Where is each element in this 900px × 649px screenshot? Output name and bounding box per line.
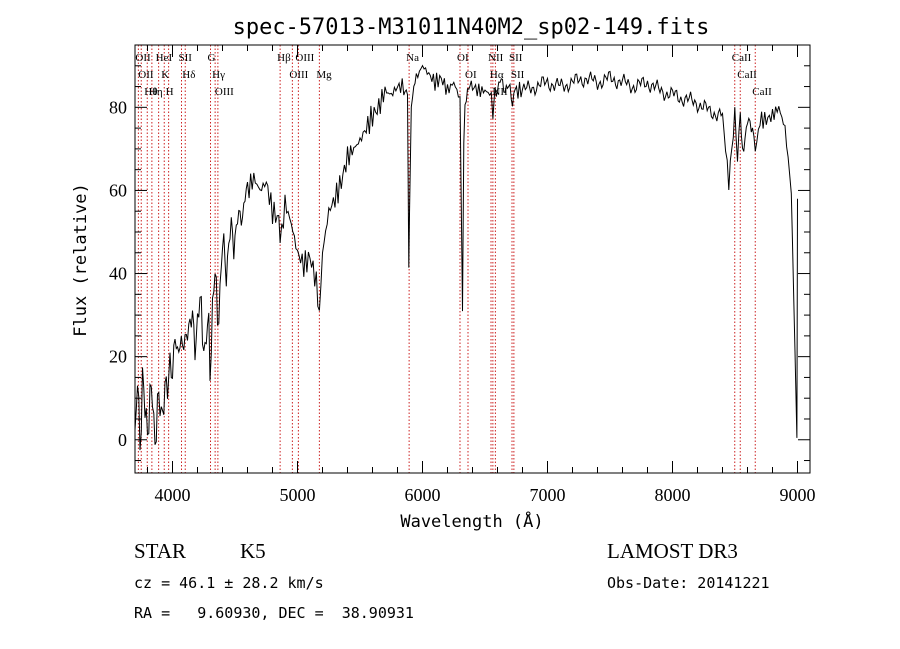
x-tick-label: 4000 <box>155 485 191 505</box>
spectral-line-label: Hθ <box>144 86 157 98</box>
survey-name: LAMOST DR3 <box>607 539 738 563</box>
spectral-line-label: CaII <box>732 52 752 64</box>
spectral-line-label: OI <box>457 52 469 64</box>
spectral-line-label: OIII <box>295 52 314 64</box>
spectral-line-label: H <box>166 86 174 98</box>
y-axis-label: Flux (relative) <box>71 183 91 337</box>
x-axis-label: Wavelength (Å) <box>400 510 543 532</box>
spectral-line-label: OII <box>135 52 151 64</box>
axis-ticks: 4000 5000 6000 7000 8000 9000 0 20 40 60 80 <box>109 45 816 505</box>
x-tick-label: 6000 <box>405 485 441 505</box>
spectral-line-markers <box>137 45 756 473</box>
spectral-line-label: SII <box>179 52 193 64</box>
y-tick-label: 40 <box>109 264 127 284</box>
chart-title: spec-57013-M31011N40M2_sp02-149.fits <box>233 15 710 40</box>
spectral-line-label: OI <box>465 69 477 81</box>
spectral-line-label: SII <box>511 69 525 81</box>
spectral-line-label: SII <box>509 52 523 64</box>
spectral-line-label: G <box>208 52 216 64</box>
object-subclass: K5 <box>240 539 266 563</box>
spectrum-line <box>134 64 798 451</box>
object-class: STAR <box>134 539 186 563</box>
spectral-line-label: NII <box>492 86 508 98</box>
y-tick-label: 80 <box>109 97 127 117</box>
spectral-line-label: NII <box>488 52 504 64</box>
spectral-line-label: K <box>161 69 169 81</box>
x-tick-label: 9000 <box>780 485 816 505</box>
spectral-line-label: Mg <box>316 69 332 81</box>
observation-date: Obs-Date: 20141221 <box>607 574 770 592</box>
spectral-line-label: Hα <box>490 69 504 81</box>
spectral-line-label: Hβ <box>277 52 291 64</box>
spectral-line-labels: OIIOIIHθHηHeIKHSIIHδGHγOIIIHβOIIIOIIIMgN… <box>135 52 772 98</box>
x-tick-label: 7000 <box>530 485 566 505</box>
redshift-velocity: cz = 46.1 ± 28.2 km/s <box>134 574 324 592</box>
spectral-line-label: Hδ <box>182 69 195 81</box>
x-tick-label: 8000 <box>655 485 691 505</box>
spectrum-series <box>134 64 798 451</box>
spectral-line-label: Hη <box>149 86 163 98</box>
y-tick-label: 0 <box>118 430 127 450</box>
x-tick-label: 5000 <box>280 485 316 505</box>
spectral-line-label: CaII <box>752 86 772 98</box>
spectral-line-label: CaII <box>737 69 757 81</box>
spectral-line-label: OIII <box>289 69 308 81</box>
y-tick-label: 20 <box>109 347 127 367</box>
y-tick-label: 60 <box>109 180 127 200</box>
spectral-line-label: OII <box>138 69 154 81</box>
spectral-line-label: HeI <box>156 52 173 64</box>
spectral-line-label: Na <box>406 52 419 64</box>
plot-frame <box>134 44 811 474</box>
sky-coordinates: RA = 9.60930, DEC = 38.90931 <box>134 604 414 622</box>
spectral-line-label: OIII <box>215 86 234 98</box>
spectral-line-label: Hγ <box>212 69 225 81</box>
